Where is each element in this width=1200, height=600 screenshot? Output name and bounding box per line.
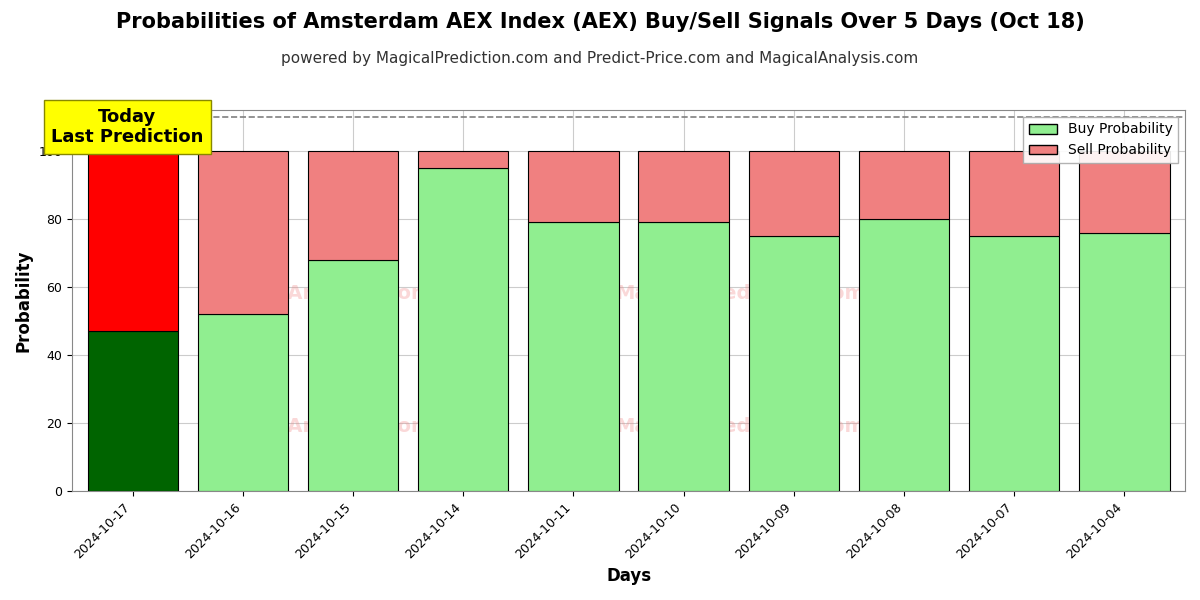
X-axis label: Days: Days [606, 567, 652, 585]
Bar [970, 236, 1060, 491]
Bar [198, 314, 288, 491]
Bar [418, 151, 509, 168]
Bar [638, 223, 728, 491]
Bar [528, 151, 619, 223]
Text: Today
Last Prediction: Today Last Prediction [52, 107, 204, 146]
Bar [418, 168, 509, 491]
Legend: Buy Probability, Sell Probability: Buy Probability, Sell Probability [1024, 117, 1178, 163]
Bar [308, 260, 398, 491]
Bar [638, 151, 728, 223]
Bar [859, 151, 949, 219]
Bar [88, 151, 178, 331]
Bar [198, 151, 288, 314]
Bar [1079, 151, 1170, 233]
Text: powered by MagicalPrediction.com and Predict-Price.com and MagicalAnalysis.com: powered by MagicalPrediction.com and Pre… [281, 51, 919, 66]
Bar [308, 151, 398, 260]
Text: MagicalAnalysis.com: MagicalAnalysis.com [203, 417, 431, 436]
Bar [1079, 233, 1170, 491]
Text: MagicalAnalysis.com: MagicalAnalysis.com [203, 284, 431, 302]
Bar [528, 223, 619, 491]
Bar [749, 236, 839, 491]
Bar [859, 219, 949, 491]
Text: Probabilities of Amsterdam AEX Index (AEX) Buy/Sell Signals Over 5 Days (Oct 18): Probabilities of Amsterdam AEX Index (AE… [115, 12, 1085, 32]
Text: MagicalPrediction.com: MagicalPrediction.com [614, 284, 865, 302]
Bar [88, 331, 178, 491]
Text: MagicalPrediction.com: MagicalPrediction.com [614, 417, 865, 436]
Bar [749, 151, 839, 236]
Y-axis label: Probability: Probability [16, 250, 34, 352]
Bar [970, 151, 1060, 236]
